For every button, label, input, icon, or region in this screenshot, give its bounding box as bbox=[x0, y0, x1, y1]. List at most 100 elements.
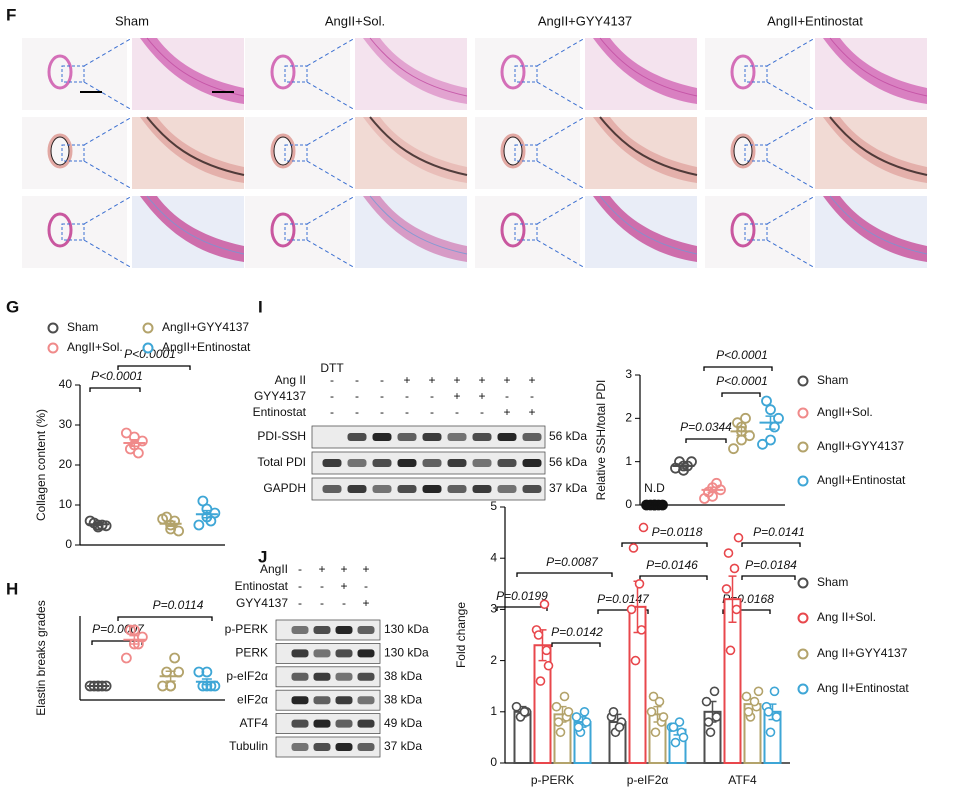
band bbox=[447, 459, 467, 467]
band bbox=[335, 649, 353, 658]
x-tick-label: p-eIF2α bbox=[627, 773, 669, 787]
treatment-sign: - bbox=[298, 596, 302, 610]
data-point bbox=[769, 686, 780, 697]
zoom-line bbox=[83, 37, 133, 67]
data-point bbox=[699, 493, 710, 504]
zoom-line bbox=[83, 116, 133, 146]
zoom-box bbox=[514, 223, 538, 241]
treatment-sign: + bbox=[340, 562, 347, 576]
data-point bbox=[648, 691, 659, 702]
bar bbox=[723, 598, 742, 764]
column-title: Sham bbox=[115, 13, 149, 28]
data-point bbox=[634, 578, 645, 589]
zoom-line bbox=[766, 116, 816, 146]
treatment-sign: - bbox=[455, 405, 459, 419]
vessel-ring bbox=[47, 212, 73, 248]
band bbox=[347, 459, 367, 467]
band-size: 56 kDa bbox=[549, 429, 587, 443]
panel-letter: G bbox=[6, 297, 19, 316]
legend-marker bbox=[797, 407, 809, 419]
thumbnail bbox=[705, 117, 810, 189]
fibers bbox=[599, 37, 698, 97]
band bbox=[497, 485, 517, 493]
treatment-sign: + bbox=[362, 596, 369, 610]
band-size: 130 kDa bbox=[384, 622, 429, 636]
treatment-label: Ang II bbox=[275, 373, 306, 387]
data-point bbox=[650, 727, 661, 738]
zoom-box bbox=[744, 144, 768, 162]
zoom-box bbox=[514, 144, 538, 162]
data-point bbox=[209, 507, 221, 519]
band bbox=[291, 626, 309, 634]
legend-marker bbox=[797, 441, 809, 453]
zoom-line bbox=[83, 239, 133, 269]
band bbox=[335, 672, 353, 681]
bracket bbox=[722, 609, 771, 614]
data-point bbox=[765, 404, 776, 416]
legend-label: Sham bbox=[817, 373, 848, 387]
band bbox=[335, 696, 353, 705]
fibers bbox=[599, 195, 698, 255]
zoom-line bbox=[83, 160, 133, 190]
data-point bbox=[614, 722, 625, 732]
thumbnail bbox=[245, 117, 350, 189]
data-point bbox=[555, 727, 566, 738]
tissue bbox=[363, 196, 467, 262]
error-bar bbox=[129, 634, 140, 645]
zoom-line bbox=[536, 81, 586, 111]
band bbox=[372, 459, 392, 467]
treatment-sign: - bbox=[430, 405, 434, 419]
band-size: 130 kDa bbox=[384, 646, 429, 660]
bracket bbox=[685, 438, 727, 443]
legend-label: Ang II+Entinostat bbox=[817, 681, 909, 695]
zoom-line bbox=[536, 160, 586, 190]
band bbox=[291, 649, 309, 658]
bracket bbox=[516, 572, 613, 577]
vessel-ring-inner bbox=[733, 136, 753, 166]
thumbnail bbox=[475, 38, 580, 110]
thumbnail bbox=[475, 196, 580, 268]
data-point bbox=[701, 696, 712, 707]
band bbox=[291, 743, 309, 751]
p-value: P=0.0199 bbox=[496, 589, 548, 603]
treatment-sign: - bbox=[330, 373, 334, 387]
legend-label: Sham bbox=[817, 575, 848, 589]
y-tick-label: 40 bbox=[59, 377, 73, 391]
tissue bbox=[140, 117, 244, 183]
band bbox=[335, 626, 353, 634]
legend-marker bbox=[797, 648, 809, 660]
y-axis-label: Relative SSH/total PDI bbox=[594, 380, 608, 501]
panel-letter: H bbox=[6, 579, 18, 598]
legend-label: AngII+Sol. bbox=[67, 340, 123, 354]
band bbox=[497, 433, 517, 441]
data-point bbox=[765, 727, 776, 738]
zoom-box bbox=[284, 65, 308, 83]
vessel-ring bbox=[47, 133, 73, 169]
zoom-line bbox=[766, 81, 816, 111]
zoom-line bbox=[306, 160, 356, 190]
vessel-ring-inner bbox=[503, 136, 523, 166]
error-bar bbox=[736, 426, 747, 437]
band bbox=[472, 459, 492, 467]
data-point bbox=[132, 447, 144, 459]
data-point bbox=[757, 438, 768, 450]
zoom-line bbox=[536, 195, 586, 225]
band bbox=[291, 719, 309, 728]
y-tick-label: 5 bbox=[490, 499, 497, 513]
p-value: P=0.0114 bbox=[153, 598, 204, 612]
error-bar bbox=[165, 670, 176, 682]
p-value: P=0.0118 bbox=[652, 525, 703, 539]
band bbox=[335, 719, 353, 728]
band bbox=[313, 719, 331, 728]
data-point bbox=[581, 717, 592, 727]
y-tick-label: 1 bbox=[490, 704, 497, 718]
band bbox=[472, 485, 492, 493]
data-point bbox=[626, 604, 637, 615]
zoom-box bbox=[61, 144, 85, 162]
data-point bbox=[749, 696, 760, 707]
zoom-box bbox=[61, 223, 85, 241]
data-point bbox=[553, 717, 564, 727]
band bbox=[372, 433, 392, 441]
band bbox=[347, 485, 367, 493]
band-size: 37 kDa bbox=[384, 739, 422, 753]
